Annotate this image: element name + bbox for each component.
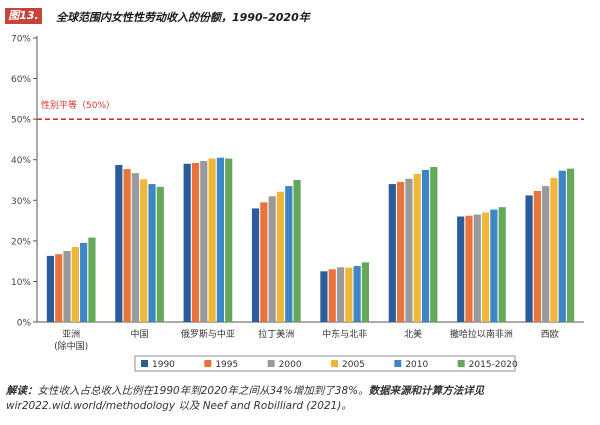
- bar: [208, 158, 216, 322]
- x-tick-label: 北美: [404, 328, 422, 340]
- bar: [405, 178, 413, 322]
- reference-line-label: 性别平等（50%）: [41, 99, 115, 111]
- bar: [353, 266, 361, 322]
- caption-lead: 解读：: [6, 385, 38, 397]
- bar: [397, 182, 405, 322]
- bar: [533, 190, 541, 322]
- bar: [481, 212, 490, 322]
- x-tick-label: 中东与北非: [322, 328, 367, 340]
- y-tick-label: 20%: [11, 237, 31, 247]
- x-tick-label: 俄罗斯与中亚: [181, 328, 235, 340]
- bar: [320, 271, 328, 322]
- legend-label: 1990: [152, 360, 175, 370]
- y-tick-label: 50%: [11, 116, 31, 126]
- y-tick-label: 70%: [11, 35, 31, 45]
- bar: [88, 237, 96, 322]
- bar: [388, 184, 396, 322]
- bar: [260, 202, 268, 322]
- bar: [191, 162, 200, 322]
- caption: 解读：女性收入占总收入比例在1990年到2020年之间从34%增加到了38%。数…: [6, 384, 596, 414]
- y-tick-label: 10%: [11, 278, 31, 288]
- bar: [293, 180, 301, 322]
- legend-swatch: [457, 360, 465, 367]
- legend-label: 2010: [405, 360, 428, 370]
- bar: [328, 269, 336, 322]
- legend-swatch: [267, 360, 275, 367]
- legend-label: 2015-2020: [469, 360, 518, 370]
- bar: [225, 158, 233, 322]
- bar: [55, 254, 63, 322]
- bar: [131, 173, 140, 322]
- bar: [558, 170, 566, 322]
- caption-source: wir2022.wid.world/methodology 以及 Neef an…: [6, 400, 352, 412]
- x-tick-label: 西欧: [541, 328, 559, 340]
- bar: [115, 164, 123, 322]
- bar: [345, 267, 353, 322]
- x-tick-label: 中国: [131, 328, 149, 340]
- chart-title: 全球范围内女性性劳动收入的份额，1990–2020年: [56, 11, 310, 24]
- bar: [361, 262, 370, 322]
- bar-chart: 0% 10% 20% 30% 40% 50% 60% 70% 性别平等（50%） 亚洲(除中国) 中…: [11, 35, 584, 372]
- bar: [216, 157, 224, 322]
- bar: [566, 168, 575, 322]
- bar: [251, 208, 260, 322]
- y-tick-label: 30%: [11, 197, 31, 207]
- legend-box: [134, 355, 516, 372]
- bar: [421, 169, 430, 322]
- x-tick-label: 亚洲: [62, 329, 80, 340]
- x-tick-label: 拉丁美洲: [258, 328, 294, 340]
- bar: [465, 215, 473, 322]
- bar: [498, 207, 506, 322]
- legend-swatch: [394, 360, 402, 367]
- y-tick-label: 40%: [11, 156, 31, 166]
- figure-badge: 图13.: [5, 8, 42, 24]
- bar: [430, 167, 438, 322]
- bar: [156, 186, 164, 322]
- bar: [336, 267, 345, 322]
- bar: [183, 163, 191, 322]
- legend-swatch: [141, 360, 148, 367]
- bar: [123, 169, 131, 322]
- bar: [457, 216, 465, 322]
- bar: [46, 255, 55, 322]
- bar: [200, 160, 208, 322]
- bar: [473, 214, 481, 322]
- y-tick-label: 0%: [17, 319, 32, 329]
- legend-label: 2005: [342, 360, 365, 370]
- legend-swatch: [204, 360, 212, 367]
- bar: [285, 186, 293, 322]
- bar: [542, 186, 550, 322]
- bar: [63, 251, 71, 322]
- bar: [525, 195, 533, 322]
- bar: [148, 184, 156, 322]
- caption-text: 女性收入占总收入比例在1990年到2020年之间从34%增加到了38%。: [37, 385, 369, 397]
- y-tick-label: 60%: [11, 75, 31, 85]
- legend-label: 2000: [279, 360, 302, 370]
- x-tick-label: 撒哈拉以南非洲: [450, 328, 513, 340]
- caption-source-label: 数据来源和计算方法详见: [368, 385, 485, 397]
- bar: [80, 242, 88, 322]
- bar: [550, 177, 558, 322]
- bar: [71, 246, 79, 322]
- legend-label: 1995: [215, 360, 238, 370]
- bar: [413, 173, 421, 322]
- bar: [268, 196, 276, 322]
- bar: [490, 209, 498, 322]
- bar: [140, 179, 148, 322]
- legend-swatch: [331, 360, 338, 367]
- bar: [276, 191, 285, 322]
- x-tick-label: (除中国): [54, 340, 88, 352]
